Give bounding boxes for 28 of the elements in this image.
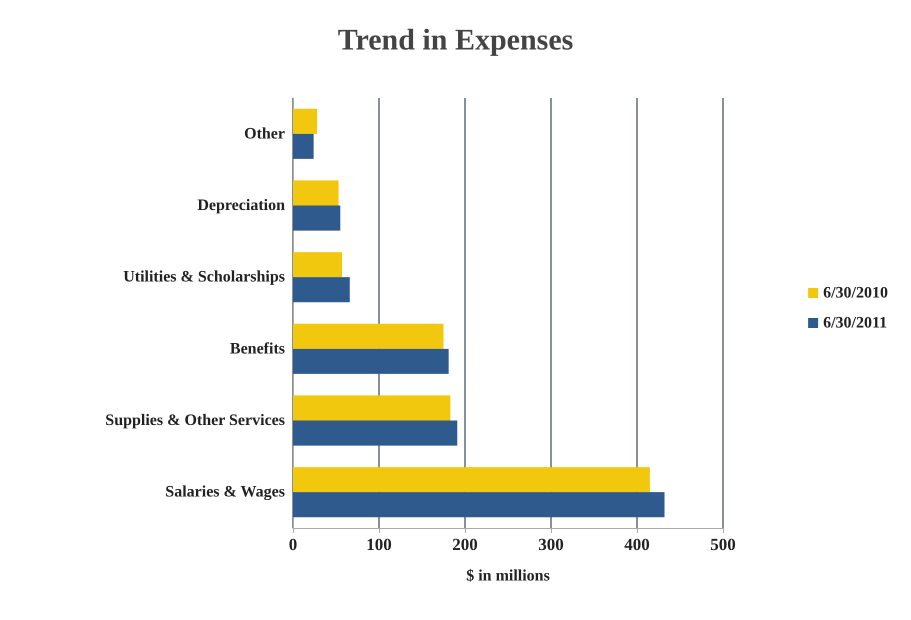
y-tick-label: Depreciation <box>197 197 286 214</box>
y-tick-label: Benefits <box>230 340 285 358</box>
x-axis-title: $ in millions <box>466 568 550 584</box>
y-tick-label: Other <box>244 125 285 142</box>
x-tick-label: 100 <box>366 535 392 554</box>
bar <box>293 252 342 278</box>
legend-label: 6/30/2010 <box>823 284 888 302</box>
bar <box>293 108 318 134</box>
x-tick-label: 500 <box>710 535 736 554</box>
y-tick-label: Utilities & Scholarships <box>123 268 285 286</box>
bar <box>293 420 458 446</box>
y-tick-label: Supplies & Other Services <box>105 412 285 429</box>
bar <box>293 395 450 420</box>
bar <box>293 492 665 518</box>
chart-title: Trend in Expenses <box>338 24 574 56</box>
bar <box>293 180 339 206</box>
y-tick-label: Salaries & Wages <box>165 484 285 501</box>
legend-label: 6/30/2011 <box>823 314 888 332</box>
x-tick-label: 0 <box>288 535 298 554</box>
bar <box>293 348 449 374</box>
bar <box>293 134 314 159</box>
bar <box>293 324 444 349</box>
bar <box>293 277 350 302</box>
bar <box>293 467 650 492</box>
x-tick-label: 300 <box>538 535 564 554</box>
x-tick-label: 200 <box>452 535 478 554</box>
bar <box>293 206 340 231</box>
x-tick-label: 400 <box>624 535 650 554</box>
